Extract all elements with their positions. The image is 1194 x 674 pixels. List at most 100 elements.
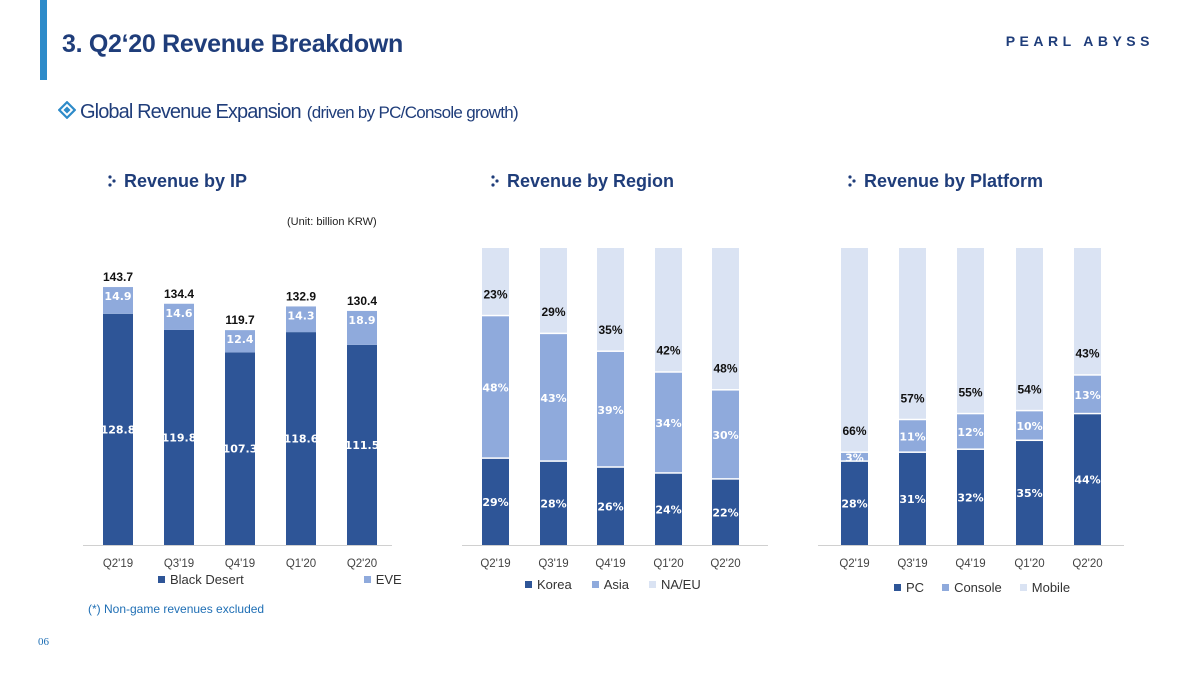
data-label: 14.6 xyxy=(165,307,192,320)
legend-platform: PC Console Mobile xyxy=(894,580,1070,595)
bar-eve xyxy=(103,287,133,314)
total-label: 134.4 xyxy=(164,287,194,301)
section-title-label: Revenue by IP xyxy=(124,171,248,191)
data-label: 55% xyxy=(958,385,982,399)
section-title-ip: Revenue by IP xyxy=(108,171,247,192)
bar-na-eu xyxy=(712,248,739,390)
total-label: 132.9 xyxy=(286,289,316,303)
footnote: (*) Non-game revenues excluded xyxy=(88,602,265,616)
bar-eve xyxy=(225,330,255,353)
bar-mobile xyxy=(899,248,926,419)
data-label: 18.9 xyxy=(348,314,375,327)
total-label: 143.7 xyxy=(103,270,133,284)
bar-na-eu xyxy=(482,248,509,315)
data-label: 42% xyxy=(656,344,680,358)
x-tick-label: Q3'19 xyxy=(897,558,927,570)
bar-pc xyxy=(1016,441,1043,545)
legend-label: NA/EU xyxy=(661,577,701,592)
bullet-dots-icon xyxy=(108,171,118,192)
bar-eve xyxy=(164,303,194,330)
legend-item-mobile: Mobile xyxy=(1019,580,1071,595)
bar-mobile xyxy=(1016,248,1043,410)
legend-label: EVE xyxy=(375,572,402,587)
data-label: 44% xyxy=(1074,474,1100,487)
legend-item-console: Console xyxy=(942,580,1002,595)
legend-item-eve: EVE xyxy=(363,572,402,587)
data-label: 22% xyxy=(712,506,738,519)
bar-korea xyxy=(712,479,739,545)
bar-console xyxy=(841,452,868,461)
bar-korea xyxy=(482,458,509,545)
subtitle-note: (driven by PC/Console growth) xyxy=(306,102,519,122)
legend-swatch xyxy=(942,584,950,591)
bar-mobile xyxy=(957,248,984,413)
title-accent-bar xyxy=(40,0,47,80)
x-tick-label: Q2'20 xyxy=(1072,558,1102,570)
data-label: 28% xyxy=(540,497,566,510)
legend-swatch xyxy=(1019,584,1027,591)
brand-logo-text: PEARL ABYSS xyxy=(1005,33,1154,49)
bar-black-desert xyxy=(164,329,194,545)
section-title-region: Revenue by Region xyxy=(491,171,674,192)
data-label: 31% xyxy=(899,493,925,506)
x-tick-label: Q3'19 xyxy=(164,558,194,570)
data-label: 57% xyxy=(900,391,924,405)
data-label: 11% xyxy=(899,431,925,444)
data-label: 48% xyxy=(482,382,508,395)
data-label: 29% xyxy=(541,305,565,319)
legend-label: Black Desert xyxy=(170,572,244,587)
data-label: 13% xyxy=(1074,389,1100,402)
bullet-dots-icon xyxy=(848,171,858,192)
data-label: 23% xyxy=(483,287,507,301)
x-tick-label: Q2'19 xyxy=(480,558,510,570)
bar-eve xyxy=(347,310,377,345)
unit-note: (Unit: billion KRW) xyxy=(287,216,377,228)
data-label: 14.9 xyxy=(104,290,131,303)
bar-console xyxy=(899,420,926,452)
data-label: 32% xyxy=(957,491,983,504)
bar-na-eu xyxy=(540,248,567,333)
legend-label: Korea xyxy=(537,577,572,592)
bar-asia xyxy=(655,372,682,473)
legend-swatch xyxy=(649,581,656,588)
bar-eve xyxy=(286,306,316,333)
x-tick-label: Q2'20 xyxy=(710,558,740,570)
page-title: 3. Q2‘20 Revenue Breakdown xyxy=(62,30,403,58)
data-label: 128.8 xyxy=(101,423,136,436)
page-number: 06 xyxy=(38,636,49,648)
x-tick-label: Q3'19 xyxy=(538,558,568,570)
total-label: 119.7 xyxy=(225,313,255,327)
bar-na-eu xyxy=(597,248,624,351)
data-label: 66% xyxy=(842,424,866,438)
legend-label: Console xyxy=(954,580,1002,595)
legend-swatch xyxy=(158,576,165,583)
bar-black-desert xyxy=(286,332,316,545)
x-tick-label: Q2'19 xyxy=(839,558,869,570)
x-tick-label: Q4'19 xyxy=(955,558,985,570)
data-label: 39% xyxy=(597,404,623,417)
x-tick-label: Q4'19 xyxy=(225,558,255,570)
x-tick-label: Q4'19 xyxy=(595,558,625,570)
data-label: 3% xyxy=(845,451,864,464)
legend-item-na-eu: NA/EU xyxy=(649,577,701,592)
bar-asia xyxy=(712,390,739,479)
legend-label: Asia xyxy=(603,577,629,592)
data-label: 14.3 xyxy=(287,309,314,322)
data-label: 34% xyxy=(655,417,681,430)
data-label: 30% xyxy=(712,429,738,442)
bar-black-desert xyxy=(103,313,133,545)
x-tick-label: Q1'20 xyxy=(286,558,316,570)
data-label: 29% xyxy=(482,496,508,509)
legend-swatch xyxy=(525,581,532,588)
data-label: 12.4 xyxy=(226,333,253,346)
bar-asia xyxy=(597,351,624,467)
bar-korea xyxy=(540,461,567,545)
diamond-icon xyxy=(57,100,77,124)
subtitle-main: Global Revenue Expansion xyxy=(80,101,302,123)
data-label: 118.6 xyxy=(284,433,319,446)
legend-label: Mobile xyxy=(1031,580,1071,595)
bar-pc xyxy=(1074,414,1101,545)
legend-swatch xyxy=(363,576,371,583)
bar-mobile xyxy=(1074,248,1101,375)
